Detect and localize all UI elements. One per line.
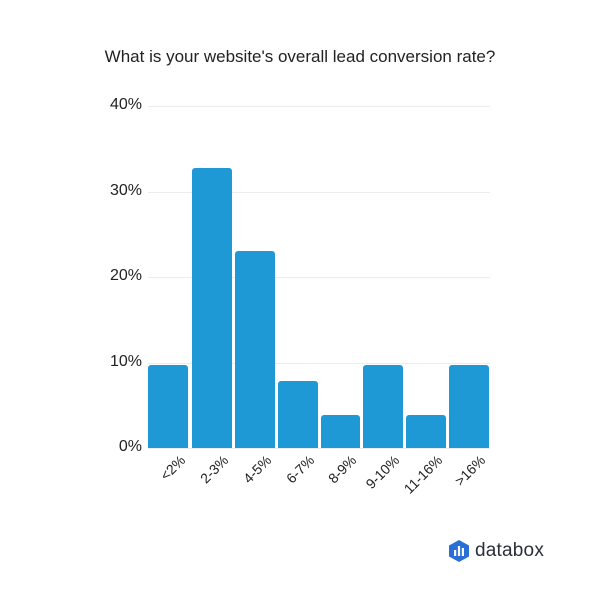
y-tick-label: 30%	[109, 181, 142, 199]
databox-logo-icon	[449, 540, 469, 562]
chart-title: What is your website's overall lead conv…	[104, 47, 496, 66]
bar-5	[363, 365, 403, 448]
x-tick-label: 6-7%	[282, 452, 317, 487]
y-tick-label: 0%	[118, 438, 142, 455]
y-tick-label: 40%	[109, 96, 142, 113]
databox-logo: databox	[449, 540, 544, 562]
bar-0	[148, 365, 188, 448]
x-tick-label: 8-9%	[325, 452, 360, 487]
gridline	[148, 106, 490, 107]
y-tick-label: 20%	[109, 267, 142, 284]
bar-6	[406, 414, 446, 448]
gridline	[148, 191, 490, 193]
x-tick-label: 2-3%	[197, 452, 232, 487]
logo-text: databox	[475, 540, 545, 561]
bar-3	[277, 381, 318, 448]
x-tick-label: 9-10%	[362, 452, 403, 492]
plot-area	[148, 106, 490, 449]
x-tick-label: >16%	[451, 452, 488, 489]
x-tick-label: <2%	[157, 452, 189, 484]
gridline	[148, 277, 490, 278]
y-tick-label: 10%	[109, 352, 142, 370]
bar-2	[235, 250, 275, 448]
gridline	[148, 448, 490, 449]
bar-4	[320, 414, 361, 448]
bar-7	[448, 365, 489, 448]
gridline	[148, 362, 490, 364]
x-tick-label: 11-16%	[400, 452, 446, 497]
x-tick-label: 4-5%	[239, 452, 275, 487]
bar-1	[192, 168, 232, 448]
